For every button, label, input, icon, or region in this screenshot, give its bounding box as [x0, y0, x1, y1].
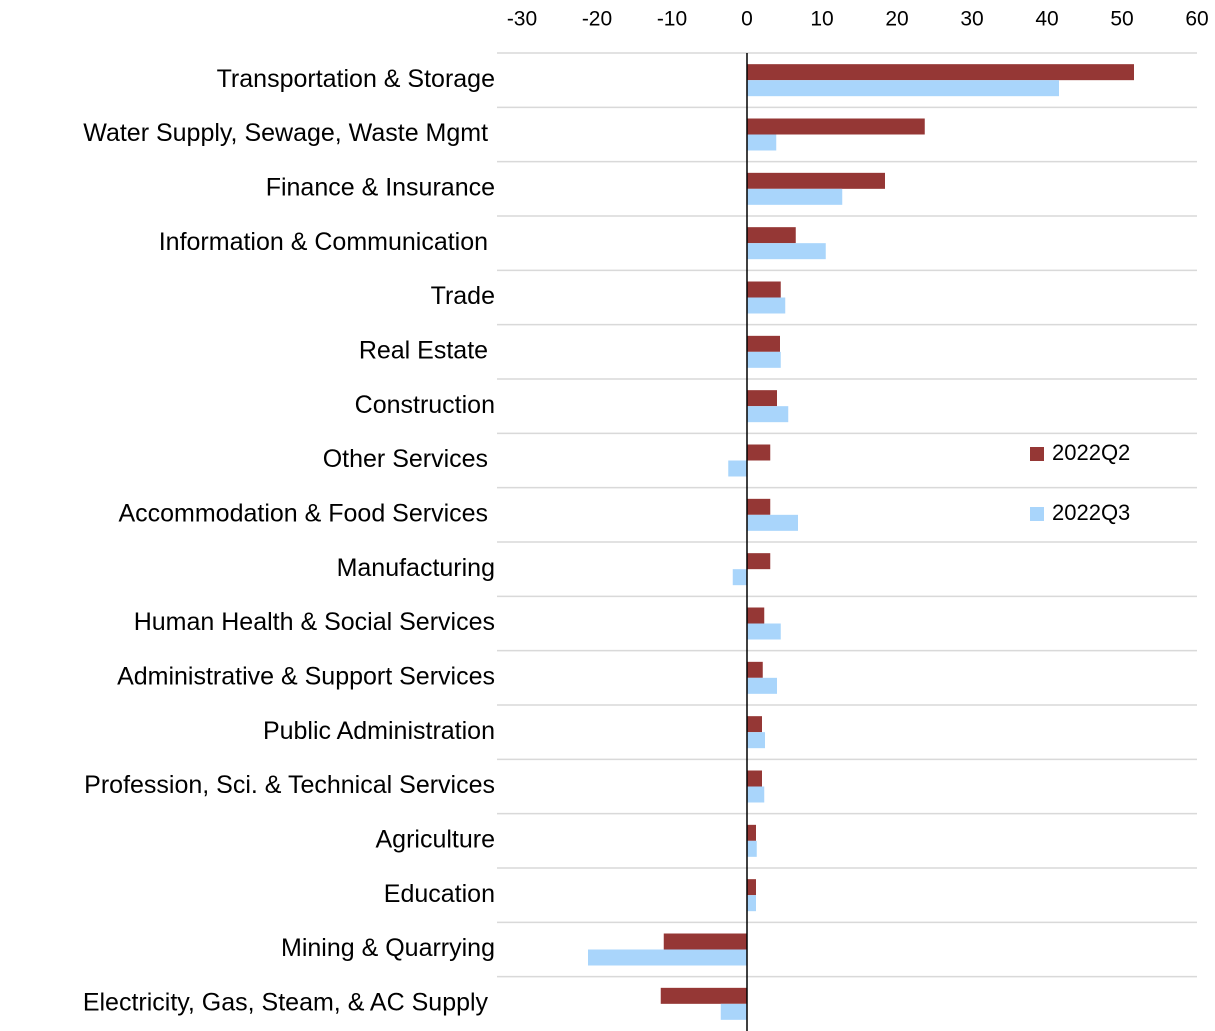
x-tick-label: 20	[885, 8, 908, 31]
bar	[747, 335, 780, 352]
bar	[747, 498, 771, 515]
category-label: Administrative & Support Services	[117, 662, 495, 690]
bar	[747, 553, 771, 570]
category-label: Other Services	[323, 445, 495, 473]
bar	[747, 118, 925, 135]
bar	[747, 716, 762, 733]
category-label: Manufacturing	[337, 554, 495, 582]
bar	[747, 243, 826, 260]
bar	[747, 227, 796, 244]
bar	[588, 949, 747, 966]
category-label: Finance & Insurance	[266, 173, 495, 201]
category-label: Human Health & Social Services	[134, 608, 495, 636]
bar	[747, 444, 771, 461]
bar	[747, 623, 781, 640]
x-tick-label: 60	[1185, 8, 1208, 31]
category-label: Mining & Quarrying	[281, 934, 495, 962]
bar	[747, 390, 777, 407]
legend-swatch	[1030, 507, 1044, 521]
bar	[663, 933, 747, 950]
bar	[747, 786, 765, 803]
category-label: Electricity, Gas, Steam, & AC Supply	[83, 988, 495, 1016]
bar	[720, 1003, 747, 1020]
x-tick-label: -10	[657, 8, 687, 31]
bar	[747, 406, 789, 423]
category-label: Information & Communication	[159, 228, 495, 256]
category-label: Real Estate	[359, 336, 495, 364]
bar	[747, 64, 1134, 81]
bar	[747, 840, 757, 857]
bar	[747, 351, 781, 368]
x-tick-label: 50	[1110, 8, 1133, 31]
category-label: Agriculture	[376, 825, 496, 853]
category-label: Profession, Sci. & Technical Services	[84, 771, 495, 799]
legend-swatch	[1030, 447, 1044, 461]
legend-label: 2022Q3	[1052, 500, 1130, 525]
bar	[747, 607, 765, 624]
bar	[747, 661, 763, 678]
bar	[732, 569, 747, 586]
x-tick-label: -30	[507, 8, 537, 31]
bar	[660, 987, 747, 1004]
bar	[747, 895, 756, 912]
bar	[747, 281, 781, 298]
bar	[747, 188, 843, 205]
x-tick-label: 40	[1035, 8, 1058, 31]
x-tick-label: 10	[810, 8, 833, 31]
bar	[747, 297, 786, 314]
x-tick-label: 0	[741, 8, 753, 31]
bar	[747, 732, 765, 749]
bar	[747, 172, 885, 189]
bar	[747, 770, 762, 787]
category-label: Trade	[431, 282, 495, 310]
bar	[747, 879, 756, 896]
category-label: Water Supply, Sewage, Waste Mgmt	[83, 119, 495, 147]
category-label: Public Administration	[263, 717, 495, 745]
bar	[747, 677, 777, 694]
category-label: Construction	[355, 391, 495, 419]
bar	[728, 460, 747, 477]
x-tick-label: 30	[960, 8, 983, 31]
category-label: Transportation & Storage	[217, 65, 495, 93]
bar	[747, 824, 756, 841]
bar	[747, 80, 1059, 97]
x-tick-label: -20	[582, 8, 612, 31]
bar	[747, 134, 777, 151]
legend-label: 2022Q2	[1052, 440, 1130, 465]
category-label: Education	[384, 880, 495, 908]
bar	[747, 514, 798, 531]
category-label: Accommodation & Food Services	[118, 499, 495, 527]
